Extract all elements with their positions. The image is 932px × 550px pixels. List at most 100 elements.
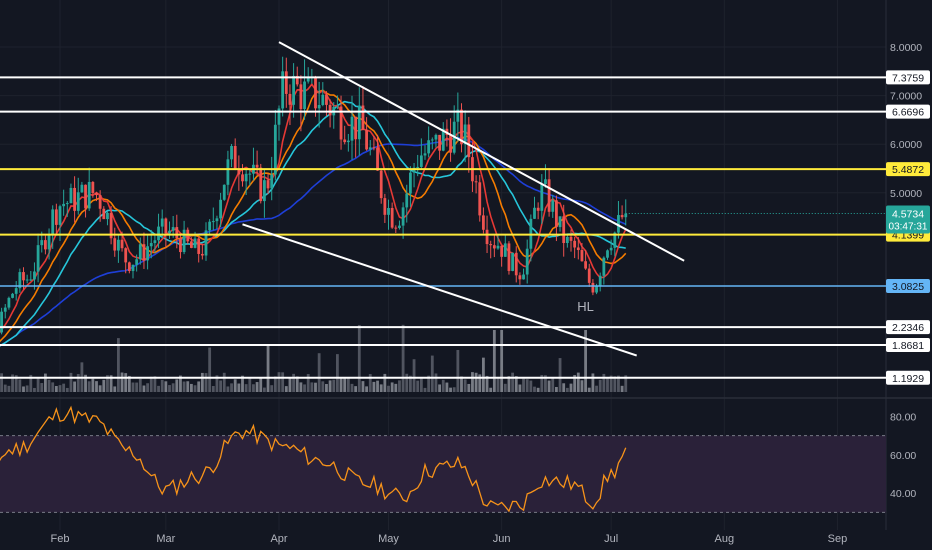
volume-bar xyxy=(208,347,212,392)
candle-body xyxy=(109,212,113,239)
volume-bar xyxy=(179,375,182,392)
volume-bar xyxy=(109,375,113,392)
time-axis[interactable]: Feb Mar Apr May Jun Jul Aug Sep xyxy=(51,533,848,545)
volume-bar xyxy=(434,373,438,392)
volume-bar xyxy=(87,381,91,392)
candle-body xyxy=(244,173,248,182)
volume-bar xyxy=(317,353,321,392)
volume-bar xyxy=(441,379,445,392)
candle-body xyxy=(580,250,584,262)
candle-body xyxy=(460,109,463,145)
candle-body xyxy=(135,259,139,265)
volume-bar xyxy=(471,372,474,392)
candle-body xyxy=(255,164,259,168)
volume-bar xyxy=(427,375,431,392)
candle-body xyxy=(365,129,368,150)
candle-body xyxy=(281,71,285,109)
candle-body xyxy=(346,140,350,143)
time-tick-label: Apr xyxy=(270,533,287,545)
current-price-tag xyxy=(886,205,930,234)
volume-bar xyxy=(518,384,522,392)
volume-bar xyxy=(51,382,55,392)
candle-body xyxy=(54,209,58,225)
ma-long-line xyxy=(0,136,627,347)
candle-body xyxy=(496,245,500,249)
candle-body xyxy=(569,236,573,241)
candle-body xyxy=(350,116,354,141)
volume-bar xyxy=(47,379,51,392)
annotations: HL xyxy=(577,299,594,314)
price-axis[interactable]: 7.37596.66965.48724.13993.08252.23461.86… xyxy=(886,42,930,500)
volume-bar xyxy=(620,385,624,392)
volume-bar xyxy=(244,384,248,392)
candle-body xyxy=(492,245,496,249)
candle-body xyxy=(562,216,566,244)
rsi-tick-label: 40.00 xyxy=(890,488,916,500)
candle-body xyxy=(179,238,182,253)
volume-bar xyxy=(565,387,569,392)
candle-body xyxy=(398,225,401,228)
candle-body xyxy=(3,307,7,312)
volume-bar xyxy=(562,383,566,392)
candle-body xyxy=(540,183,544,211)
volume-bar xyxy=(219,380,222,392)
candle-body xyxy=(368,147,372,150)
trendlines[interactable] xyxy=(242,41,685,357)
volume-bar xyxy=(540,374,544,392)
volume-bar xyxy=(270,385,274,392)
candle-body xyxy=(106,212,109,220)
candle-body xyxy=(514,252,518,276)
candle-body xyxy=(536,207,540,211)
candle-body xyxy=(584,261,587,269)
candle-body xyxy=(500,245,504,257)
candle-body xyxy=(482,215,485,230)
candle-body xyxy=(138,244,142,260)
price-tick-label: 7.0000 xyxy=(890,91,922,103)
volume-bar xyxy=(157,385,160,392)
candle-body xyxy=(157,226,160,241)
candle-body xyxy=(193,238,197,248)
volume-bar xyxy=(259,378,263,392)
volume-bar xyxy=(591,373,595,392)
candle-body xyxy=(544,179,547,184)
volume-bar xyxy=(613,376,617,392)
candle-body xyxy=(204,230,208,256)
volume-bar xyxy=(306,374,310,392)
volume-bar xyxy=(529,380,533,392)
volume-bar xyxy=(449,387,452,392)
candle-body xyxy=(624,213,628,218)
candle-body xyxy=(124,248,128,263)
candle-body xyxy=(565,236,569,244)
volume-bar xyxy=(482,357,485,392)
level-label: 7.3759 xyxy=(892,72,924,84)
candle-body xyxy=(91,181,95,193)
rsi-tick-label: 80.00 xyxy=(890,411,916,423)
volume-bar xyxy=(496,376,500,392)
candle-body xyxy=(401,207,405,226)
candle-body xyxy=(113,238,117,251)
volume-bar xyxy=(29,374,33,392)
candle-body xyxy=(438,134,441,151)
candle-body xyxy=(503,243,507,257)
volume-bar xyxy=(113,386,117,392)
volume-bar xyxy=(325,384,328,392)
volume-bar xyxy=(609,375,613,392)
candle-body xyxy=(325,94,328,105)
volume-bar xyxy=(284,386,288,392)
volume-bar xyxy=(361,381,365,392)
volume-bar xyxy=(394,383,398,392)
price-tick-label: 6.0000 xyxy=(890,139,922,151)
volume-bar xyxy=(558,358,562,392)
candle-body xyxy=(120,239,124,249)
volume-bar xyxy=(343,378,347,392)
level-label-box xyxy=(886,337,930,352)
price-levels[interactable] xyxy=(0,76,886,379)
level-label-box xyxy=(886,320,930,335)
volume-bar xyxy=(120,372,124,392)
volume-bar xyxy=(416,380,420,392)
volume-bar xyxy=(14,375,18,392)
candle-body xyxy=(44,240,47,250)
volume-bar xyxy=(175,379,179,392)
volume-bar xyxy=(281,372,285,392)
